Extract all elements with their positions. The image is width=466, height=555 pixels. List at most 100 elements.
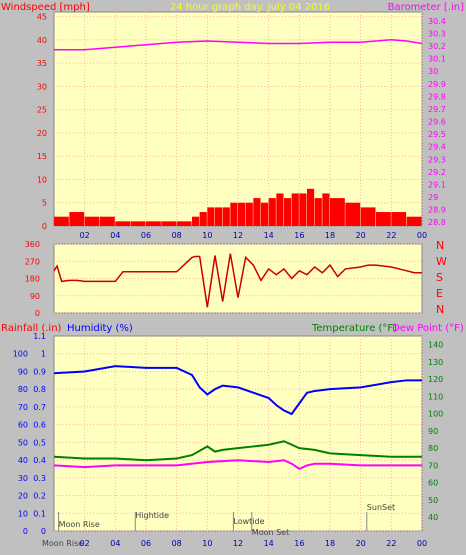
barometer-tick-label: 29.6 bbox=[428, 118, 446, 127]
humidity-tick-label: 40 bbox=[18, 456, 28, 465]
barometer-axis-label: Barometer [.in] bbox=[388, 2, 464, 13]
direction-tick-label: 0 bbox=[35, 309, 40, 318]
humidity-tick-label: 10 bbox=[18, 509, 28, 518]
bottom-x-tick-label: 20 bbox=[356, 539, 366, 548]
bottom-x-tick-label: 16 bbox=[294, 539, 304, 548]
humidity-tick-label: 100 bbox=[13, 350, 28, 359]
barometer-tick-label: 30.2 bbox=[428, 42, 446, 51]
wind-x-tick-label: 20 bbox=[356, 231, 366, 240]
compass-label: S bbox=[436, 271, 443, 284]
bottom-x-tick-label: 00 bbox=[417, 539, 427, 548]
barometer-tick-label: 30 bbox=[428, 67, 438, 76]
footer-moon-rise-label: Moon Rise bbox=[42, 539, 83, 548]
windspeed-bar bbox=[238, 202, 246, 226]
wind-x-tick-label: 02 bbox=[80, 231, 90, 240]
windspeed-bar bbox=[253, 198, 261, 226]
humidity-axis-label: Humidity (%) bbox=[67, 323, 133, 334]
wind-x-tick-label: 04 bbox=[110, 231, 120, 240]
windspeed-bar bbox=[291, 193, 299, 226]
windspeed-bar bbox=[215, 207, 223, 226]
bottom-x-tick-label: 12 bbox=[233, 539, 243, 548]
windspeed-bar bbox=[376, 212, 391, 226]
wind-x-tick-label: 06 bbox=[141, 231, 151, 240]
humidity-tick-label: 80 bbox=[18, 385, 28, 394]
compass-label: E bbox=[436, 287, 443, 300]
windspeed-bar bbox=[54, 216, 69, 226]
windspeed-bar bbox=[161, 221, 177, 226]
bottom-x-tick-label: 08 bbox=[172, 539, 182, 548]
rainfall-tick-label: 0.2 bbox=[33, 492, 46, 501]
wind-direction-line bbox=[53, 253, 422, 308]
barometer-line bbox=[54, 38, 423, 51]
bottom-x-tick-label: 22 bbox=[386, 539, 396, 548]
temperature-tick-label: 90 bbox=[428, 427, 438, 436]
windspeed-bar bbox=[322, 193, 330, 226]
windspeed-bar bbox=[299, 193, 307, 226]
humidity-tick-label: 0 bbox=[23, 527, 28, 536]
barometer-tick-label: 30.1 bbox=[428, 55, 446, 64]
wind-x-tick-label: 18 bbox=[325, 231, 335, 240]
rainfall-axis-label: Rainfall (.in) bbox=[1, 323, 62, 334]
event-label: Hightide bbox=[135, 511, 169, 520]
rainfall-tick-label: 0.5 bbox=[33, 438, 46, 447]
wind-panel-plot-area bbox=[53, 11, 423, 227]
humidity-tick-label: 20 bbox=[18, 492, 28, 501]
barometer-tick-label: 30.4 bbox=[428, 17, 446, 26]
barometer-tick-label: 30.3 bbox=[428, 29, 446, 38]
windspeed-tick-label: 0 bbox=[42, 222, 47, 231]
windspeed-bar bbox=[314, 198, 322, 226]
wind-x-tick-label: 22 bbox=[386, 231, 396, 240]
temperature-tick-label: 70 bbox=[428, 461, 438, 470]
bottom-x-tick-label: 14 bbox=[264, 539, 274, 548]
direction-tick-label: 90 bbox=[30, 292, 40, 301]
windspeed-bar bbox=[192, 216, 200, 226]
barometer-tick-label: 29.5 bbox=[428, 130, 446, 139]
tick-layer: 05101520253035404528.828.92929.129.229.3… bbox=[13, 13, 447, 548]
temperature-tick-label: 140 bbox=[428, 341, 443, 350]
wind-x-tick-label: 00 bbox=[417, 231, 427, 240]
humidity-line bbox=[53, 365, 422, 416]
windspeed-bar bbox=[84, 216, 100, 226]
barometer-tick-label: 29.9 bbox=[428, 80, 446, 89]
bottom-x-tick-label: 04 bbox=[110, 539, 120, 548]
windspeed-bar bbox=[261, 202, 269, 226]
windspeed-bar bbox=[276, 193, 284, 226]
direction-tick-label: 360 bbox=[25, 240, 40, 249]
rainfall-tick-label: 0.8 bbox=[33, 385, 46, 394]
barometer-tick-label: 29 bbox=[428, 193, 438, 202]
compass-label: W bbox=[436, 255, 447, 268]
bottom-x-tick-label: 18 bbox=[325, 539, 335, 548]
barometer-tick-label: 29.8 bbox=[428, 92, 446, 101]
windspeed-tick-label: 45 bbox=[37, 13, 47, 22]
windspeed-bar bbox=[146, 221, 161, 226]
windspeed-bar bbox=[100, 216, 115, 226]
temperature-tick-label: 120 bbox=[428, 375, 443, 384]
temperature-tick-label: 100 bbox=[428, 410, 443, 419]
barometer-tick-label: 29.1 bbox=[428, 180, 446, 189]
windspeed-tick-label: 15 bbox=[37, 152, 47, 161]
dewpoint-axis-label: Dew Point (°F) bbox=[392, 323, 464, 334]
rainfall-tick-label: 0 bbox=[41, 527, 46, 536]
barometer-tick-label: 29.7 bbox=[428, 105, 446, 114]
bottom-x-tick-label: 10 bbox=[202, 539, 212, 548]
rainfall-tick-label: 1.1 bbox=[33, 332, 46, 341]
humidity-tick-label: 50 bbox=[18, 438, 28, 447]
temperature-tick-label: 80 bbox=[428, 444, 438, 453]
rainfall-tick-label: 0.4 bbox=[33, 456, 46, 465]
barometer-tick-label: 29.3 bbox=[428, 155, 446, 164]
rainfall-tick-label: 0.9 bbox=[33, 367, 46, 376]
humidity-tick-label: 30 bbox=[18, 474, 28, 483]
bottom-x-tick-label: 02 bbox=[80, 539, 90, 548]
windspeed-tick-label: 40 bbox=[37, 36, 47, 45]
windspeed-tick-label: 10 bbox=[37, 175, 47, 184]
windspeed-tick-label: 20 bbox=[37, 129, 47, 138]
temperature-tick-label: 40 bbox=[428, 513, 438, 522]
temperature-tick-label: 60 bbox=[428, 479, 438, 488]
temperature-axis-label: Temperature (°F) bbox=[311, 323, 397, 334]
windspeed-bar bbox=[345, 202, 361, 226]
direction-tick-label: 180 bbox=[25, 275, 40, 284]
windspeed-bar bbox=[176, 221, 192, 226]
temperature-line bbox=[53, 440, 422, 462]
direction-tick-label: 270 bbox=[25, 257, 40, 266]
